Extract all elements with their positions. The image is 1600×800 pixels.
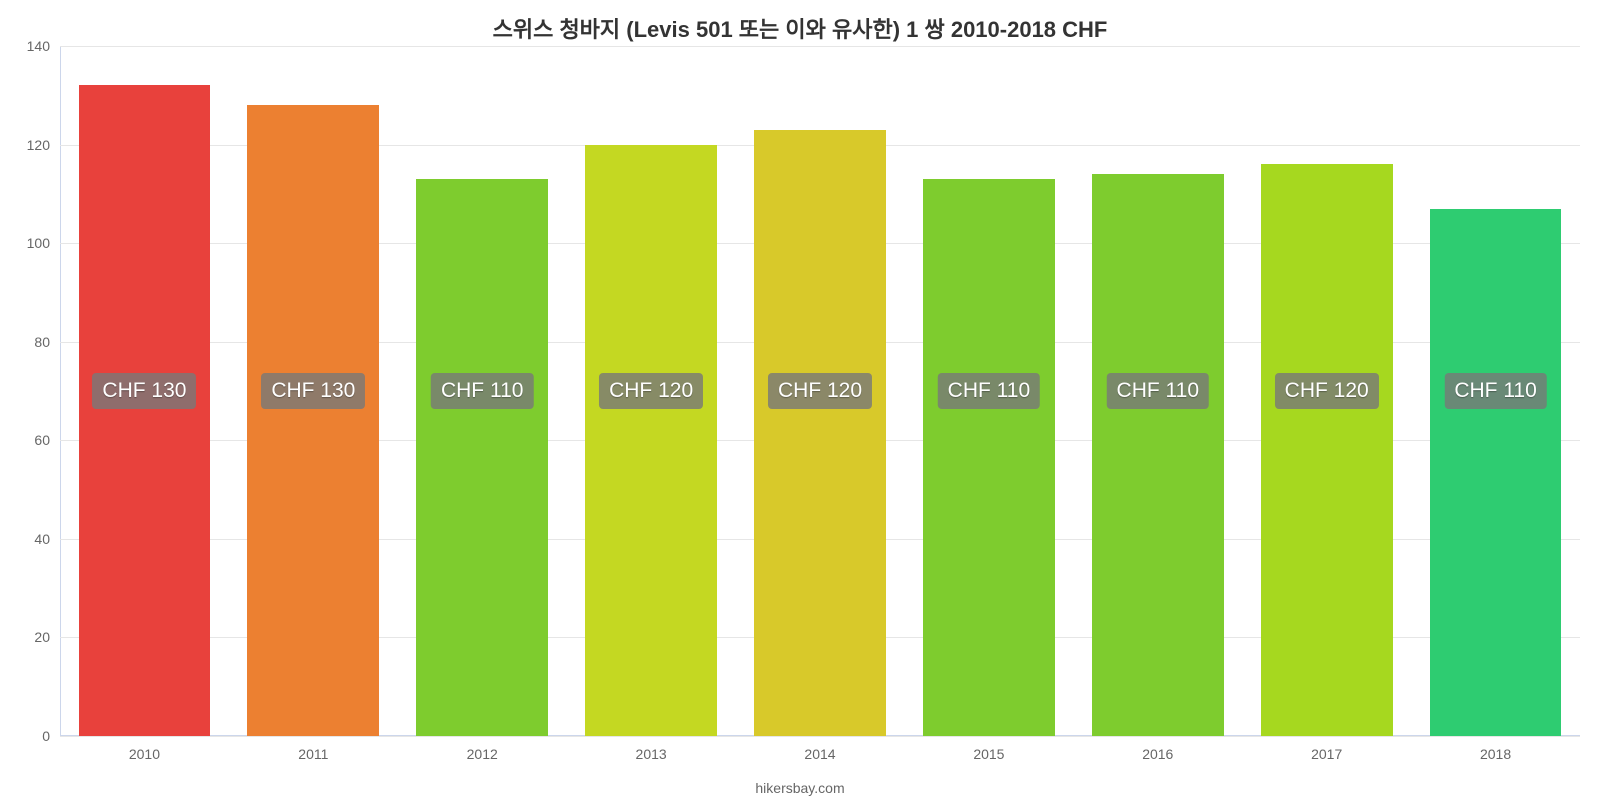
- bar-value-label: CHF 110: [431, 373, 533, 409]
- y-tick-label: 140: [10, 38, 60, 54]
- x-tick-label: 2018: [1411, 738, 1580, 762]
- attribution-label: hikersbay.com: [755, 780, 844, 796]
- bar-slot: CHF 120: [1242, 46, 1411, 736]
- bar-value-label: CHF 110: [1444, 373, 1546, 409]
- y-tick-label: 80: [10, 334, 60, 350]
- bar-value-label: CHF 130: [92, 373, 196, 409]
- bars-container: CHF 130 CHF 130 CHF 110 CHF 120 CHF 120 CHF 1…: [60, 46, 1580, 736]
- x-tick-label: 2016: [1073, 738, 1242, 762]
- x-tick-label: 2010: [60, 738, 229, 762]
- bar: CHF 110: [923, 179, 1055, 736]
- bar-slot: CHF 120: [567, 46, 736, 736]
- y-tick-label: 20: [10, 629, 60, 645]
- bar: CHF 110: [416, 179, 548, 736]
- bar-slot: CHF 110: [1073, 46, 1242, 736]
- bar-slot: CHF 130: [60, 46, 229, 736]
- bar-slot: CHF 130: [229, 46, 398, 736]
- bar: CHF 130: [247, 105, 379, 736]
- x-tick-label: 2014: [736, 738, 905, 762]
- bar: CHF 120: [585, 145, 717, 736]
- bar: CHF 120: [1261, 164, 1393, 736]
- bar-value-label: CHF 120: [599, 373, 703, 409]
- bar-value-label: CHF 120: [768, 373, 872, 409]
- chart-title: 스위스 청바지 (Levis 501 또는 이와 유사한) 1 쌍 2010-2…: [0, 0, 1600, 44]
- bar: CHF 110: [1430, 209, 1562, 736]
- bar-value-label: CHF 120: [1275, 373, 1379, 409]
- y-tick-label: 0: [10, 728, 60, 744]
- bar: CHF 110: [1092, 174, 1224, 736]
- bar-slot: CHF 110: [398, 46, 567, 736]
- x-tick-label: 2011: [229, 738, 398, 762]
- x-tick-label: 2013: [567, 738, 736, 762]
- plot-area: 020406080100120140 CHF 130CHF 130CHF 110…: [60, 46, 1580, 736]
- bar-slot: CHF 110: [904, 46, 1073, 736]
- bar: CHF 120: [754, 130, 886, 736]
- bar-value-label: CHF 110: [938, 373, 1040, 409]
- x-tick-label: 2017: [1242, 738, 1411, 762]
- x-axis: 201020112012201320142015201620172018: [60, 738, 1580, 762]
- bar-value-label: CHF 130: [261, 373, 365, 409]
- x-tick-label: 2012: [398, 738, 567, 762]
- bar-slot: CHF 110: [1411, 46, 1580, 736]
- bar-value-label: CHF 110: [1107, 373, 1209, 409]
- gridline: [60, 736, 1580, 737]
- y-tick-label: 120: [10, 137, 60, 153]
- y-tick-label: 100: [10, 235, 60, 251]
- x-tick-label: 2015: [904, 738, 1073, 762]
- y-tick-label: 40: [10, 531, 60, 547]
- bar: CHF 130: [79, 85, 211, 736]
- bar-slot: CHF 120: [736, 46, 905, 736]
- y-tick-label: 60: [10, 432, 60, 448]
